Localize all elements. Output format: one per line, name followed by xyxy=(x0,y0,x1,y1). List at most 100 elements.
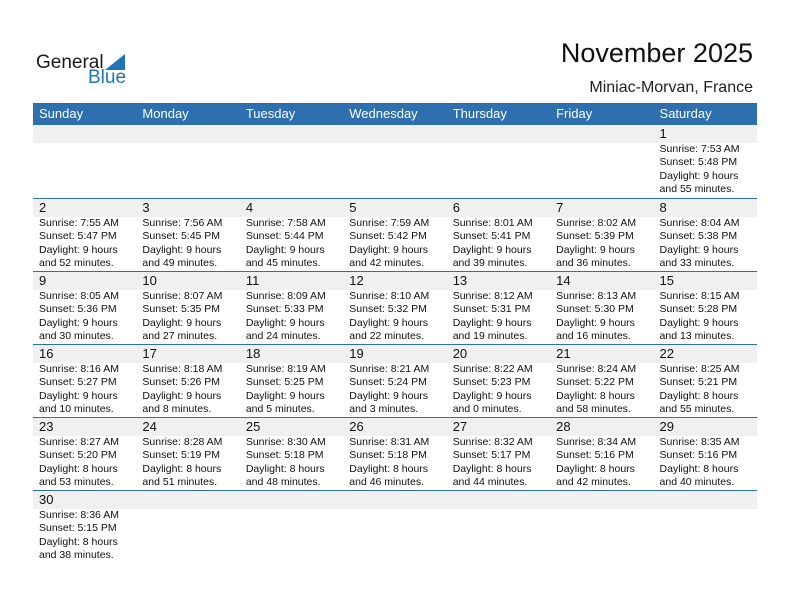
day-number: 16 xyxy=(39,346,54,361)
sunset-text: Sunset: 5:35 PM xyxy=(142,303,221,316)
day-cell: 23 Sunrise: 8:27 AM Sunset: 5:20 PM Dayligh… xyxy=(33,418,136,490)
day-number: 24 xyxy=(142,419,157,434)
daylight-text: Daylight: 8 hours xyxy=(659,462,739,475)
day-number: 13 xyxy=(452,273,468,288)
logo-text-general: General xyxy=(36,52,104,73)
day-cell: 22 Sunrise: 8:25 AM Sunset: 5:21 PM Dayligh… xyxy=(654,345,757,417)
weekday-friday: Friday xyxy=(556,106,593,121)
daylight-minutes-text: and 30 minutes. xyxy=(39,330,114,343)
day-number-band xyxy=(33,272,757,290)
daylight-minutes-text: and 38 minutes. xyxy=(39,549,114,562)
sunrise-text: Sunrise: 8:04 AM xyxy=(659,217,740,229)
day-number: 8 xyxy=(659,200,667,215)
sunrise-text: Sunrise: 8:31 AM xyxy=(349,436,430,448)
sunset-text: Sunset: 5:21 PM xyxy=(659,376,738,389)
empty-cell xyxy=(550,491,653,563)
sunset-text: Sunset: 5:42 PM xyxy=(349,230,427,243)
daylight-text: Daylight: 8 hours xyxy=(349,462,429,475)
daylight-minutes-text: and 3 minutes. xyxy=(349,403,419,416)
daylight-minutes-text: and 52 minutes. xyxy=(39,257,114,270)
daylight-text: Daylight: 9 hours xyxy=(452,243,532,256)
day-number: 14 xyxy=(556,273,571,288)
daylight-minutes-text: and 48 minutes. xyxy=(245,476,321,489)
daylight-text: Daylight: 9 hours xyxy=(349,243,429,256)
day-number: 26 xyxy=(349,419,364,434)
page-title: November 2025 xyxy=(560,38,753,68)
sunset-text: Sunset: 5:44 PM xyxy=(245,230,324,243)
day-number: 9 xyxy=(39,273,47,288)
empty-cell xyxy=(136,491,239,563)
daylight-text: Daylight: 9 hours xyxy=(659,243,739,256)
daylight-text: Daylight: 9 hours xyxy=(245,389,325,402)
day-number: 2 xyxy=(39,200,47,215)
empty-cell xyxy=(33,125,136,198)
sunrise-text: Sunrise: 8:12 AM xyxy=(452,290,533,302)
week-row: 1 Sunrise: 7:53 AM Sunset: 5:48 PM Daylight… xyxy=(33,125,757,198)
sunrise-text: Sunrise: 8:10 AM xyxy=(349,290,430,302)
sunset-text: Sunset: 5:38 PM xyxy=(659,230,738,243)
day-cell: 27 Sunrise: 8:32 AM Sunset: 5:17 PM Dayligh… xyxy=(447,418,550,490)
week-row: 23 Sunrise: 8:27 AM Sunset: 5:20 PM Dayligh… xyxy=(33,417,757,490)
day-cell: 28 Sunrise: 8:34 AM Sunset: 5:16 PM Dayligh… xyxy=(550,418,653,490)
empty-cell xyxy=(240,491,343,563)
location: Miniac-Morvan, France xyxy=(589,79,753,96)
sunset-text: Sunset: 5:36 PM xyxy=(39,303,117,316)
day-cell: 10 Sunrise: 8:07 AM Sunset: 5:35 PM Dayligh… xyxy=(136,272,239,344)
sunrise-text: Sunrise: 8:15 AM xyxy=(659,290,740,302)
empty-cell xyxy=(447,491,550,563)
sunrise-text: Sunrise: 8:32 AM xyxy=(452,436,533,448)
daylight-text: Daylight: 8 hours xyxy=(245,462,325,475)
sunrise-text: Sunrise: 8:16 AM xyxy=(39,363,119,375)
daylight-minutes-text: and 55 minutes. xyxy=(659,403,735,416)
daylight-text: Daylight: 8 hours xyxy=(659,389,739,402)
daylight-minutes-text: and 19 minutes. xyxy=(452,330,528,343)
day-number: 28 xyxy=(556,419,571,434)
empty-cell xyxy=(343,491,446,563)
day-number: 6 xyxy=(452,200,460,215)
sunrise-text: Sunrise: 8:09 AM xyxy=(245,290,326,302)
day-cell: 25 Sunrise: 8:30 AM Sunset: 5:18 PM Dayligh… xyxy=(240,418,343,490)
sunset-text: Sunset: 5:33 PM xyxy=(245,303,324,316)
day-cell: 14 Sunrise: 8:13 AM Sunset: 5:30 PM Dayligh… xyxy=(550,272,653,344)
sunrise-text: Sunrise: 8:13 AM xyxy=(556,290,637,302)
daylight-text: Daylight: 9 hours xyxy=(245,243,325,256)
sunrise-text: Sunrise: 8:07 AM xyxy=(142,290,223,302)
day-number: 12 xyxy=(349,273,364,288)
day-number: 15 xyxy=(659,273,674,288)
day-number-band xyxy=(33,199,757,217)
daylight-text: Daylight: 9 hours xyxy=(142,243,222,256)
daylight-text: Daylight: 9 hours xyxy=(349,316,429,329)
sunset-text: Sunset: 5:27 PM xyxy=(39,376,117,389)
daylight-minutes-text: and 42 minutes. xyxy=(349,257,424,270)
sunrise-text: Sunrise: 8:34 AM xyxy=(556,436,637,448)
empty-cell xyxy=(343,125,446,198)
day-cell: 7 Sunrise: 8:02 AM Sunset: 5:39 PM Daylight… xyxy=(550,199,653,271)
daylight-minutes-text: and 55 minutes. xyxy=(659,183,735,196)
daylight-minutes-text: and 46 minutes. xyxy=(349,476,424,489)
day-number: 18 xyxy=(245,346,261,361)
sunset-text: Sunset: 5:28 PM xyxy=(659,303,738,316)
sunset-text: Sunset: 5:18 PM xyxy=(349,449,427,462)
logo: General Blue xyxy=(36,52,136,88)
day-cell: 26 Sunrise: 8:31 AM Sunset: 5:18 PM Dayligh… xyxy=(343,418,446,490)
day-number: 11 xyxy=(245,273,260,288)
weekday-monday: Monday xyxy=(142,106,189,121)
daylight-minutes-text: and 33 minutes. xyxy=(659,257,735,270)
day-cell: 19 Sunrise: 8:21 AM Sunset: 5:24 PM Dayligh… xyxy=(343,345,446,417)
daylight-minutes-text: and 10 minutes. xyxy=(39,403,114,416)
daylight-text: Daylight: 9 hours xyxy=(556,243,635,256)
daylight-minutes-text: and 27 minutes. xyxy=(142,330,218,343)
sunset-text: Sunset: 5:30 PM xyxy=(556,303,634,316)
day-number: 5 xyxy=(349,200,357,215)
sunset-text: Sunset: 5:15 PM xyxy=(39,522,117,535)
sunrise-text: Sunrise: 8:21 AM xyxy=(349,363,430,375)
day-number: 1 xyxy=(659,126,667,141)
sunset-text: Sunset: 5:25 PM xyxy=(245,376,324,389)
sunset-text: Sunset: 5:24 PM xyxy=(349,376,427,389)
day-cell: 5 Sunrise: 7:59 AM Sunset: 5:42 PM Daylight… xyxy=(343,199,446,271)
day-number-band xyxy=(33,491,757,509)
day-number: 10 xyxy=(142,273,157,288)
day-cell: 16 Sunrise: 8:16 AM Sunset: 5:27 PM Dayligh… xyxy=(33,345,136,417)
daylight-minutes-text: and 24 minutes. xyxy=(245,330,321,343)
daylight-text: Daylight: 8 hours xyxy=(39,462,118,475)
